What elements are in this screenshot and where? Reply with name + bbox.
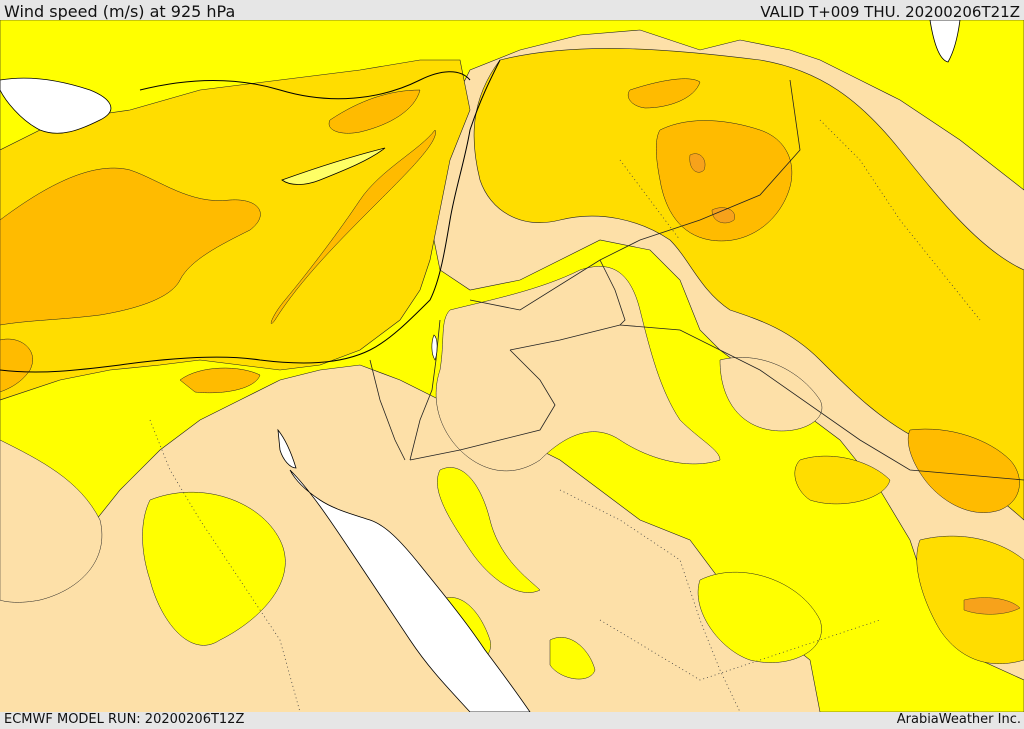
province-line	[559, 489, 741, 712]
province-line	[619, 159, 681, 241]
wind-max-orange	[689, 153, 706, 173]
wind-core-amber	[328, 89, 421, 134]
caspian-water	[929, 20, 961, 63]
map-title: Wind speed (m/s) at 925 hPa	[4, 2, 236, 21]
wind-core-amber	[0, 338, 33, 393]
wind-core-amber	[627, 78, 701, 109]
map-footer: ECMWF MODEL RUN: 20200206T12Z ArabiaWeat…	[0, 712, 1024, 729]
border	[409, 349, 556, 461]
province-line	[599, 619, 881, 681]
brand-credit: ArabiaWeather Inc.	[896, 712, 1021, 727]
coastline	[0, 59, 501, 373]
wind-max-orange	[963, 597, 1021, 615]
wind-speed-map	[0, 20, 1024, 712]
calm-area	[719, 357, 823, 432]
dead-sea	[431, 334, 438, 361]
cyprus-island	[281, 147, 386, 185]
wind-core-amber	[656, 120, 793, 242]
wind-band-gold	[794, 455, 891, 505]
aegean-water	[0, 77, 112, 134]
province-line	[819, 119, 981, 321]
red-sea	[289, 469, 531, 712]
border	[509, 324, 1024, 481]
map-header: Wind speed (m/s) at 925 hPa VALID T+009 …	[0, 0, 1024, 21]
wind-blob-yellow	[437, 467, 541, 593]
wind-blob-yellow	[549, 637, 596, 680]
wind-blob-yellow	[142, 492, 286, 646]
valid-time: VALID T+009 THU. 20200206T21Z	[760, 3, 1020, 21]
gulf-of-suez	[277, 428, 297, 469]
wind-core-amber	[0, 167, 261, 326]
model-run: ECMWF MODEL RUN: 20200206T12Z	[4, 712, 245, 727]
calm-area	[435, 266, 721, 472]
coastline	[139, 71, 471, 100]
calm-area	[0, 439, 103, 603]
wind-blob-yellow	[697, 572, 822, 663]
border	[469, 79, 801, 311]
border	[369, 359, 406, 461]
wind-core-amber	[179, 367, 261, 394]
province-line	[149, 419, 301, 712]
wind-core-amber	[270, 129, 436, 324]
border	[599, 259, 626, 326]
wind-band-gold	[473, 48, 1024, 521]
wind-max-orange	[711, 207, 735, 224]
wind-core-amber	[907, 428, 1020, 513]
border	[409, 319, 441, 461]
